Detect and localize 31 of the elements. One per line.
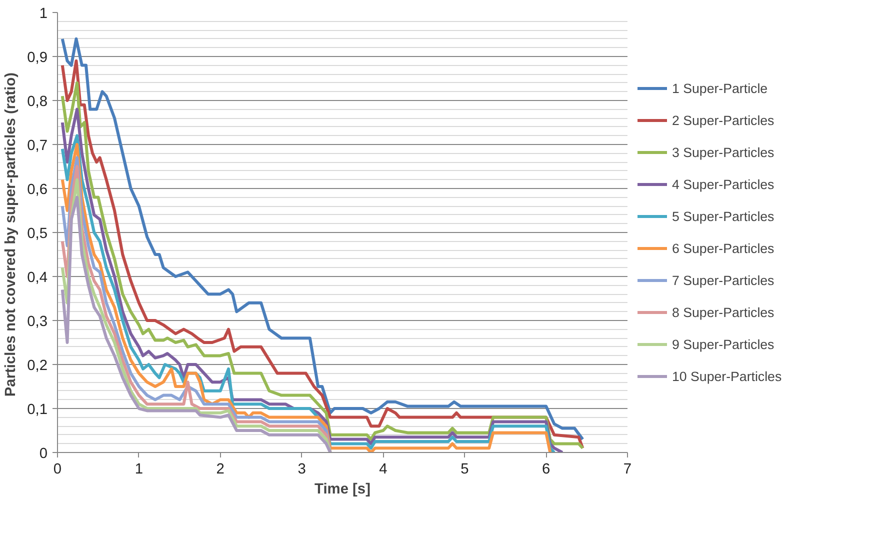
legend-label: 6 Super-Particles bbox=[672, 240, 776, 256]
y-tick-label: 0 bbox=[39, 446, 48, 462]
y-tick-label: 0,7 bbox=[27, 138, 48, 154]
y-axis-title: Particles not covered by super-particles (ratio) bbox=[3, 72, 20, 397]
y-tick-label: 0,2 bbox=[27, 358, 48, 374]
legend-label: 7 Super-Particles bbox=[672, 272, 776, 288]
x-tick-label: 5 bbox=[460, 462, 469, 478]
legend-label: 4 Super-Particles bbox=[672, 176, 776, 192]
y-tick-label: 0,1 bbox=[27, 402, 48, 418]
x-tick-label: 2 bbox=[216, 462, 224, 478]
y-tick-label: 0,8 bbox=[27, 94, 48, 110]
x-tick-label: 7 bbox=[623, 462, 632, 478]
legend-label: 9 Super-Particles bbox=[672, 336, 776, 352]
legend-label: 2 Super-Particles bbox=[672, 112, 776, 128]
x-tick-label: 1 bbox=[134, 462, 144, 478]
y-tick-label: 0,5 bbox=[27, 226, 48, 242]
x-tick-label: 4 bbox=[379, 462, 388, 478]
legend-label: 1 Super-Particle bbox=[672, 80, 769, 96]
legend-label: 5 Super-Particles bbox=[672, 208, 776, 224]
x-tick-label: 0 bbox=[53, 462, 62, 478]
y-tick-label: 1 bbox=[39, 6, 48, 22]
legend-label: 3 Super-Particles bbox=[672, 144, 776, 160]
x-axis-title: Time [s] bbox=[314, 482, 371, 498]
x-tick-label: 3 bbox=[298, 462, 306, 478]
y-tick-label: 0,6 bbox=[27, 182, 48, 198]
x-tick-label: 6 bbox=[542, 462, 550, 478]
legend-label: 8 Super-Particles bbox=[672, 304, 776, 320]
legend-label: 10 Super-Particles bbox=[672, 368, 783, 384]
y-tick-label: 0,9 bbox=[27, 50, 48, 66]
y-tick-label: 0,3 bbox=[27, 314, 48, 330]
y-tick-label: 0,4 bbox=[27, 270, 48, 286]
